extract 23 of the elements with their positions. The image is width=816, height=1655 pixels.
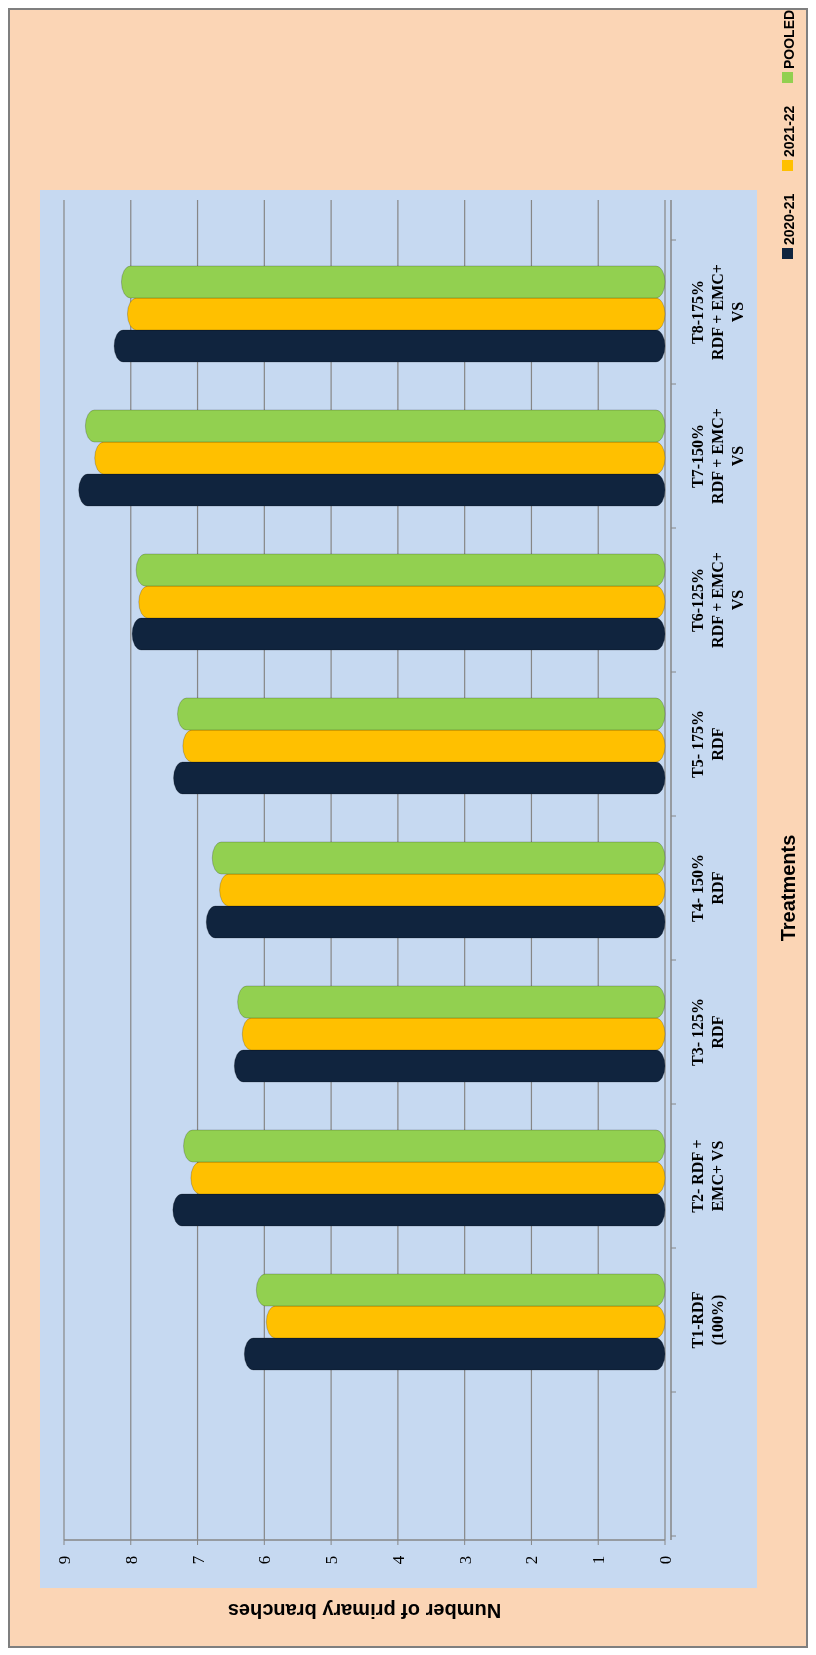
x-tick-label: 5 [322,1555,342,1565]
text: 2020-21 [781,193,797,245]
x-axis-title: Number of primary branches [227,1600,502,1622]
y-tick-label: T7-150% RDF + EMC+ VS [689,408,746,504]
y-axis-title: Treatments [777,834,799,942]
x-tick-label: 9 [55,1555,74,1565]
x-tick-label: 6 [255,1555,275,1565]
x-tick-label: 1 [589,1555,609,1565]
y-tick-label: T1-RDF (100%) [689,1291,727,1349]
x-tick-label: 7 [188,1555,208,1565]
y-tick-label: T5- 175% RDF [689,710,726,778]
text: 2021-22 [781,105,797,157]
x-tick-label: 3 [455,1555,475,1565]
x-tick-label: 4 [388,1555,408,1565]
y-tick-label: T3- 125% RDF [689,998,726,1066]
y-tick-label: T8-175% RDF + EMC+ VS [689,264,746,360]
y-tick-label: T4- 150% RDF [689,854,726,922]
text: POOLED [781,9,797,69]
x-tick-label: 8 [121,1555,141,1565]
x-tick-label: 2 [522,1555,542,1565]
y-tick-label: T6-125% RDF + EMC+ VS [689,552,746,648]
y-tick-label: T2- RDF + EMC+ VS [689,1139,726,1213]
x-tick-label: 0 [656,1555,675,1565]
